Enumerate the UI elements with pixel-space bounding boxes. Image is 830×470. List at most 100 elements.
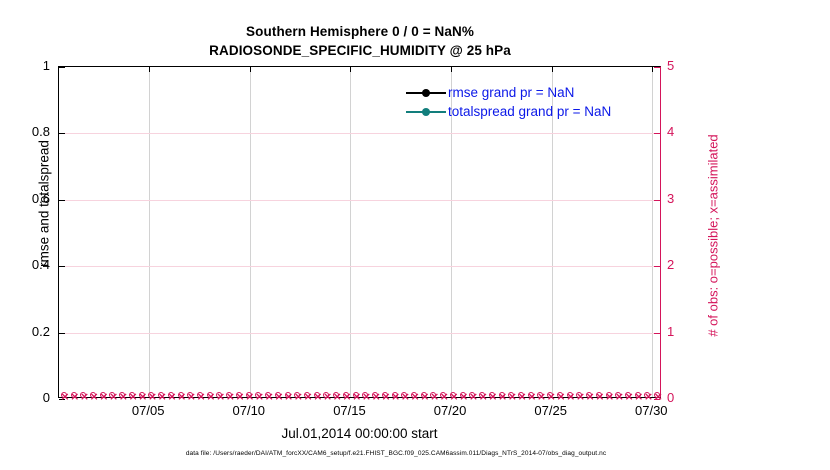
obs-marker-possible	[381, 392, 388, 398]
obs-marker-assimilated: ×	[439, 390, 449, 403]
obs-marker-possible	[654, 392, 661, 398]
obs-marker-possible	[187, 392, 194, 398]
y-axis-title-right: # of obs: o=possible; x=assimilated	[705, 134, 721, 337]
obs-marker-possible	[206, 392, 213, 398]
ytick-label-left: 0.4	[31, 257, 50, 273]
obs-marker-assimilated: ×	[128, 390, 138, 403]
obs-marker-possible	[586, 392, 593, 398]
obs-marker-assimilated: ×	[400, 390, 410, 403]
obs-marker-assimilated: ×	[60, 390, 70, 403]
tick-right	[654, 200, 660, 202]
obs-marker-possible	[479, 392, 486, 398]
tick-left	[59, 333, 65, 335]
ytick-label-right: 5	[667, 58, 675, 73]
obs-marker-possible	[410, 392, 417, 398]
obs-marker-assimilated: ×	[118, 390, 128, 403]
obs-marker-assimilated: ×	[459, 390, 469, 403]
obs-marker-possible	[70, 392, 77, 398]
tick-top	[250, 67, 251, 72]
ytick-label-right: 4	[667, 124, 675, 140]
obs-marker-assimilated: ×	[79, 390, 90, 403]
obs-marker-possible	[576, 392, 583, 398]
obs-marker-possible	[313, 392, 320, 398]
obs-marker-assimilated: ×	[196, 390, 206, 403]
obs-marker-possible	[138, 392, 145, 398]
obs-marker-possible	[401, 392, 408, 398]
obs-marker-assimilated: ×	[274, 390, 284, 403]
obs-marker-assimilated: ×	[517, 390, 527, 403]
xtick-label: 07/10	[232, 403, 266, 418]
obs-marker-possible	[197, 392, 204, 398]
gridline-vertical	[149, 67, 150, 397]
obs-marker-assimilated: ×	[468, 390, 479, 403]
obs-marker-possible	[459, 392, 466, 398]
ytick-label-right: 1	[667, 323, 675, 339]
tick-top	[652, 67, 653, 72]
tick-left	[59, 67, 65, 69]
x-axis-title: Jul.01,2014 00:00:00 start	[281, 426, 438, 441]
y-axis-title-left: rmse and totalspread	[36, 140, 52, 267]
obs-marker-possible	[235, 392, 242, 398]
gridline-horizontal	[59, 133, 660, 134]
obs-marker-assimilated: ×	[556, 390, 566, 403]
obs-marker-possible	[634, 392, 641, 398]
obs-marker-possible	[109, 392, 116, 398]
obs-marker-possible	[333, 392, 340, 398]
obs-marker-assimilated: ×	[342, 390, 352, 403]
obs-marker-assimilated: ×	[391, 390, 401, 403]
obs-marker-possible	[615, 392, 622, 398]
obs-marker-possible	[440, 392, 447, 398]
obs-marker-assimilated: ×	[595, 390, 605, 403]
obs-marker-possible	[128, 392, 135, 398]
obs-marker-assimilated: ×	[303, 390, 313, 403]
obs-marker-possible	[624, 392, 631, 398]
gridline-horizontal	[59, 200, 660, 201]
legend-swatch-totalspread	[406, 106, 446, 118]
legend-item-rmse[interactable]: rmse grand pr = NaN	[406, 83, 656, 102]
legend-item-totalspread[interactable]: totalspread grand pr = NaN	[406, 102, 656, 121]
obs-marker-assimilated: ×	[254, 390, 265, 403]
xtick-label: 07/30	[635, 403, 668, 418]
obs-marker-assimilated: ×	[566, 390, 576, 403]
obs-marker-assimilated: ×	[498, 390, 508, 403]
page-subtitle: RADIOSONDE_SPECIFIC_HUMIDITY @ 25 hPa	[209, 43, 511, 58]
obs-marker-possible	[517, 392, 524, 398]
legend-label-rmse: rmse grand pr = NaN	[448, 84, 575, 100]
obs-marker-assimilated: ×	[293, 390, 303, 403]
obs-marker-possible	[488, 392, 495, 398]
obs-marker-assimilated: ×	[332, 390, 342, 403]
obs-marker-possible	[90, 392, 97, 398]
obs-marker-possible	[167, 392, 174, 398]
obs-marker-assimilated: ×	[235, 390, 245, 403]
xtick-label: 07/05	[131, 403, 165, 418]
obs-marker-possible	[216, 392, 223, 398]
obs-marker-assimilated: ×	[89, 390, 99, 403]
plot-area: × × × × × × × × × × × × × × × × × × × × × × × × × × × × × × × × × × × × × × × ×…	[58, 66, 663, 402]
legend-swatch-rmse	[406, 87, 446, 99]
gridline-horizontal	[59, 333, 660, 334]
obs-marker-assimilated: ×	[536, 390, 547, 403]
tick-top	[350, 67, 351, 72]
tick-right	[654, 67, 660, 69]
obs-marker-assimilated: ×	[322, 390, 333, 403]
obs-marker-possible	[284, 392, 291, 398]
obs-marker-assimilated: ×	[264, 390, 274, 403]
ytick-label-left: 0.2	[31, 323, 50, 339]
obs-marker-possible	[537, 392, 544, 398]
obs-marker-assimilated: ×	[507, 390, 517, 403]
obs-marker-assimilated: ×	[215, 390, 226, 403]
tick-right	[654, 399, 660, 401]
obs-marker-possible	[595, 392, 602, 398]
chart-title-block: Southern Hemisphere 0 / 0 = NaN% RADIOSO…	[0, 22, 720, 60]
obs-marker-possible	[508, 392, 515, 398]
obs-marker-assimilated: ×	[225, 390, 235, 403]
obs-marker-possible	[362, 392, 369, 398]
tick-left	[59, 200, 65, 202]
obs-marker-possible	[265, 392, 272, 398]
legend-label-totalspread: totalspread grand pr = NaN	[448, 103, 612, 119]
obs-marker-assimilated: ×	[361, 390, 372, 403]
obs-marker-assimilated: ×	[352, 390, 362, 403]
tick-top	[552, 67, 553, 72]
obs-marker-assimilated: ×	[429, 390, 440, 403]
gridline-vertical	[652, 67, 653, 397]
